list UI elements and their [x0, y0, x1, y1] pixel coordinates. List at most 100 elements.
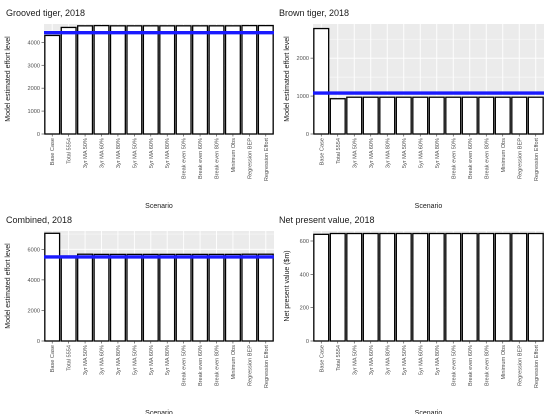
chart-panel-4: Net present value, 2018 Base Case Total 55… [279, 215, 544, 414]
chart-title: Brown tiger, 2018 [279, 8, 349, 18]
x-tick-label: Base Case [319, 345, 325, 372]
x-tick-label: 3yr MA 50% [352, 138, 358, 168]
x-tick-label: 3yr MA 50% [83, 345, 89, 375]
chart-title: Combined, 2018 [6, 215, 72, 225]
x-tick-label: Regression BEP [247, 345, 253, 386]
bar [126, 253, 143, 342]
x-tick-label: 5yr MA 60% [149, 345, 155, 375]
y-tick-label: 1000 [28, 109, 40, 115]
x-tick-label: 5yr MA 60% [149, 138, 155, 168]
y-tick-label: 4000 [28, 40, 40, 46]
bar [77, 25, 94, 135]
bar [428, 232, 445, 342]
bar [428, 96, 445, 135]
bar [494, 232, 511, 342]
bar [362, 232, 379, 342]
x-tick-label: Break even 80% [215, 138, 221, 179]
y-tick-label: 2000 [28, 308, 40, 314]
bar [412, 232, 429, 342]
x-tick-label: Break even 60% [468, 345, 474, 386]
x-tick-label: Minimum Obs [501, 345, 507, 380]
bar [44, 34, 61, 135]
bar [257, 24, 274, 135]
bar [159, 25, 176, 135]
bar [313, 233, 330, 342]
x-tick-label: 5yr MA 60% [418, 138, 424, 168]
x-tick-label: Regression Effort [264, 138, 270, 182]
x-axis-title: Scenario [415, 410, 443, 414]
x-tick-label: Break even 60% [198, 345, 204, 386]
bar [445, 232, 462, 342]
x-axis-title: Scenario [415, 203, 443, 210]
bar [257, 253, 274, 342]
bar [395, 232, 412, 342]
bar [126, 25, 143, 135]
bar [77, 253, 94, 342]
bar [192, 253, 209, 342]
bar [142, 25, 159, 135]
chart-title: Grooved tiger, 2018 [6, 8, 85, 18]
bar [241, 24, 258, 135]
x-tick-label: 5yr MA 80% [165, 138, 171, 168]
bar [511, 232, 528, 342]
bar [379, 232, 396, 342]
bar [60, 26, 77, 135]
bar [93, 24, 110, 135]
x-tick-label: Regression Effort [264, 345, 270, 389]
bar [109, 25, 126, 135]
y-tick-label: 1000 [297, 94, 309, 100]
bar [527, 96, 544, 135]
bar [494, 96, 511, 135]
bar [109, 253, 126, 342]
y-tick-label: 0 [37, 339, 40, 345]
x-tick-label: Base Case [319, 138, 325, 165]
bar [60, 255, 77, 342]
chart-panel-1: Grooved tiger, 2018 Base Case Total 5554 3y… [5, 8, 274, 210]
bar [313, 27, 330, 135]
x-tick-label: Break even 50% [182, 138, 188, 179]
y-axis-title: Model estimated effort level [284, 36, 291, 122]
x-tick-label: Break even 80% [484, 138, 490, 179]
bar [346, 232, 363, 342]
x-tick-label: 5yr MA 80% [435, 138, 441, 168]
y-tick-label: 3000 [28, 63, 40, 69]
x-tick-label: 3yr MA 60% [369, 345, 375, 375]
bar [44, 232, 61, 342]
bar [192, 25, 209, 135]
x-tick-label: Regression Effort [534, 138, 540, 182]
x-tick-label: 5yr MA 80% [165, 345, 171, 375]
x-tick-label: Break even 60% [468, 138, 474, 179]
bar [362, 96, 379, 135]
x-tick-label: Break even 80% [215, 345, 221, 386]
x-tick-label: 5yr MA 50% [132, 345, 138, 375]
x-tick-label: 3yr MA 80% [116, 138, 122, 168]
x-tick-label: 3yr MA 80% [116, 345, 122, 375]
x-tick-label: Break even 50% [182, 345, 188, 386]
x-tick-label: Break even 50% [451, 138, 457, 179]
x-axis-title: Scenario [145, 410, 173, 414]
x-tick-label: 3yr MA 50% [352, 345, 358, 375]
bar [224, 253, 241, 342]
x-tick-label: 3yr MA 80% [385, 138, 391, 168]
x-tick-label: Total 5554 [67, 345, 73, 371]
bar [478, 96, 495, 135]
y-tick-label: 6000 [28, 247, 40, 253]
y-axis-title: Model estimated effort level [5, 243, 12, 329]
y-tick-label: 2000 [297, 56, 309, 62]
x-tick-label: Break even 60% [198, 138, 204, 179]
x-tick-label: 5yr MA 50% [132, 138, 138, 168]
y-tick-label: 4000 [28, 278, 40, 284]
y-tick-label: 0 [306, 339, 309, 345]
x-tick-label: 3yr MA 60% [100, 138, 106, 168]
bar [461, 96, 478, 135]
bar [379, 96, 396, 135]
bar [175, 25, 192, 135]
bar [208, 25, 225, 135]
x-tick-label: Regression BEP [247, 138, 253, 179]
x-tick-label: Regression Effort [534, 345, 540, 389]
x-tick-label: Break even 80% [484, 345, 490, 386]
x-tick-label: 3yr MA 50% [83, 138, 89, 168]
bar [241, 253, 258, 342]
x-tick-label: Break even 50% [451, 345, 457, 386]
y-tick-label: 200 [300, 306, 309, 312]
